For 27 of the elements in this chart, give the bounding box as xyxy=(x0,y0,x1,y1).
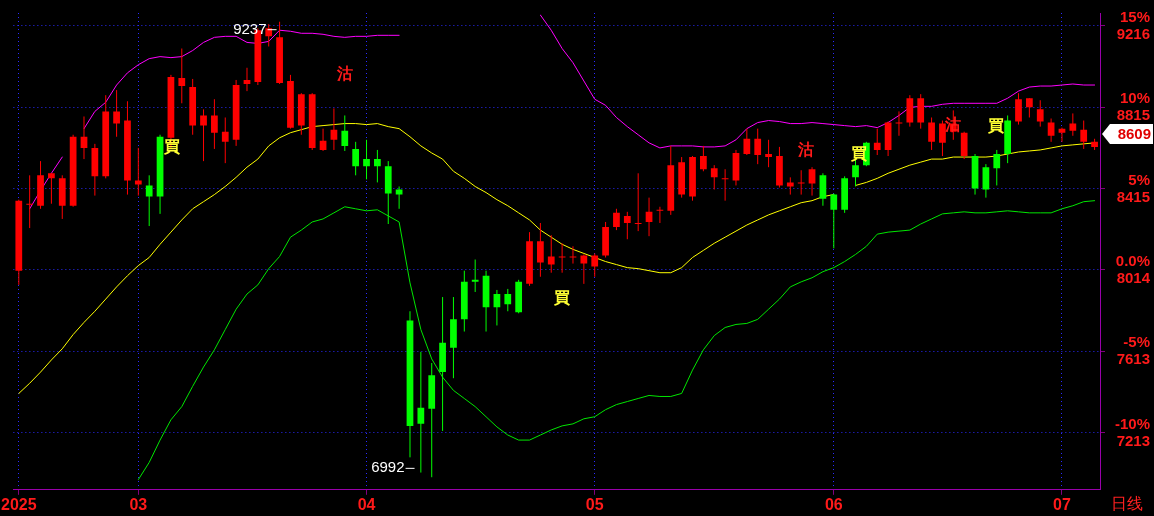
y2-tick-label: 15% xyxy=(1119,8,1150,26)
x-tick-label: 2025 xyxy=(1,495,37,513)
y-tick-label: 8415 xyxy=(1116,187,1150,205)
annotation: 6992 xyxy=(371,458,405,476)
y2-tick-label: 5% xyxy=(1128,170,1150,188)
text: 日线 xyxy=(1111,495,1143,513)
x-tick-label: 03 xyxy=(129,495,148,513)
x-tick-label: 06 xyxy=(824,495,843,513)
x-tick-label: 04 xyxy=(357,495,376,513)
annotation: 買 xyxy=(553,289,571,307)
y2-tick-label: 0.0% xyxy=(1115,251,1150,269)
annotation: 買 xyxy=(986,117,1004,135)
annotation: 9237 xyxy=(233,19,267,37)
y2-tick-label: 10% xyxy=(1119,89,1150,107)
annotation: 沽 xyxy=(335,65,353,83)
y-tick-label: 8014 xyxy=(1116,269,1151,286)
y-tick-label: 7213 xyxy=(1116,431,1150,449)
y-tick-label: 7613 xyxy=(1116,350,1150,368)
annotation: 沽 xyxy=(796,141,814,159)
y2-tick-label: -10% xyxy=(1114,414,1150,432)
y-tick-label: 9216 xyxy=(1116,25,1150,43)
y-tick-label: 8815 xyxy=(1116,106,1150,124)
x-tick-label: 07 xyxy=(1053,495,1071,513)
y2-tick-label: -5% xyxy=(1123,333,1150,351)
text: 8609 xyxy=(1117,125,1151,143)
x-tick-label: 05 xyxy=(585,495,604,513)
annotation: 買 xyxy=(163,137,181,155)
